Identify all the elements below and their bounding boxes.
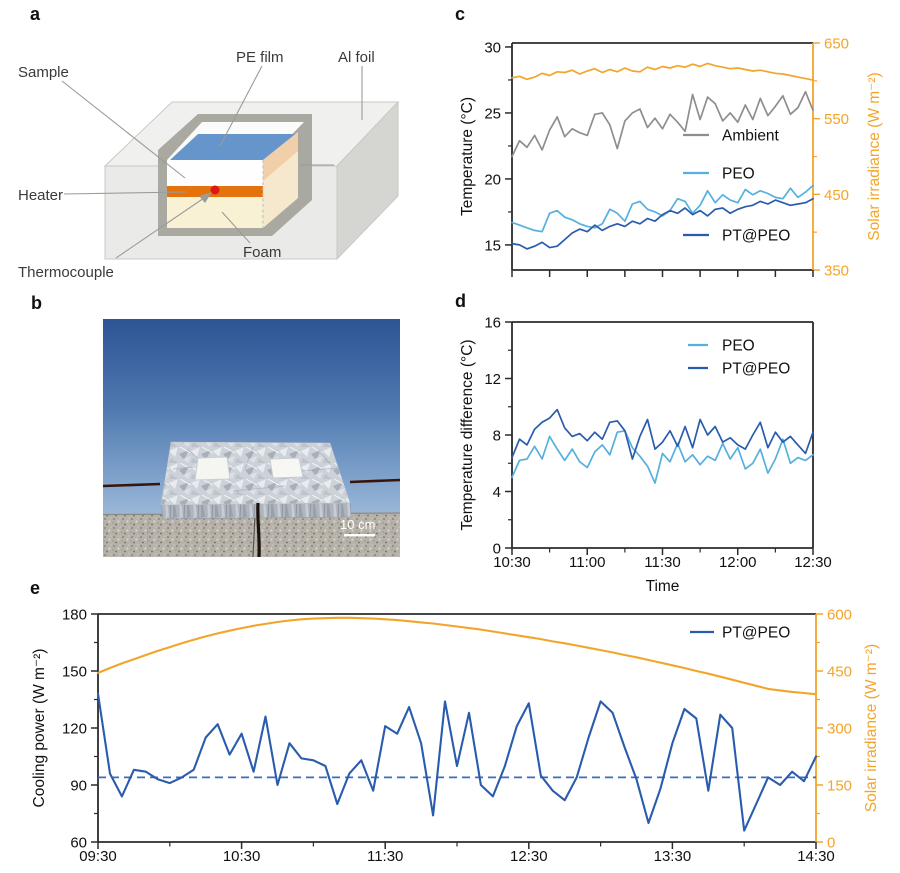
svg-text:14:30: 14:30 — [797, 848, 835, 865]
svg-text:11:30: 11:30 — [644, 554, 680, 571]
scale-bar-label: 10 cm — [340, 517, 375, 532]
label-heater: Heater — [18, 187, 63, 204]
svg-text:Time: Time — [646, 578, 680, 595]
label-sample: Sample — [18, 64, 69, 81]
sample-window-left — [194, 456, 231, 481]
panel-d-letter: d — [455, 291, 466, 311]
svg-text:8: 8 — [493, 428, 501, 445]
temperature-irradiance-chart: 15 20 25 30 350 450 550 650 Temperature (°C) Sola… — [459, 36, 883, 280]
svg-text:25: 25 — [484, 105, 501, 122]
pe-film-layer — [170, 134, 296, 160]
svg-text:Ambient: Ambient — [722, 128, 780, 145]
svg-text:0: 0 — [827, 835, 835, 852]
svg-text:PT@PEO: PT@PEO — [722, 228, 790, 245]
cooling-power-chart: 60 90 120 150 180 0 150 300 450 600 09:30 10:30 11:3… — [31, 607, 880, 866]
leader-lines — [61, 65, 363, 259]
cable — [256, 502, 261, 557]
svg-text:90: 90 — [70, 778, 87, 795]
svg-text:4: 4 — [493, 484, 501, 501]
sample-layer — [167, 160, 263, 186]
svg-text:150: 150 — [62, 664, 87, 681]
panel-b-letter: b — [31, 293, 42, 313]
temperature-difference-chart: 0 4 8 12 16 10:30 11:00 11:30 12:00 12:30 Temperat… — [459, 315, 832, 596]
label-al-foil: Al foil — [338, 49, 375, 66]
svg-text:PT@PEO: PT@PEO — [722, 625, 790, 642]
svg-text:12:30: 12:30 — [510, 848, 548, 865]
svg-text:PEO: PEO — [722, 338, 755, 355]
svg-text:300: 300 — [827, 721, 852, 738]
panel-a-letter: a — [30, 4, 41, 24]
svg-text:180: 180 — [62, 607, 87, 624]
svg-text:60: 60 — [70, 835, 87, 852]
experimental-setup-diagram: Sample PE film Al foil Heater Foam Therm… — [18, 49, 400, 281]
svg-text:350: 350 — [824, 263, 849, 280]
svg-text:150: 150 — [827, 778, 852, 795]
svg-text:PT@PEO: PT@PEO — [722, 361, 790, 378]
svg-text:Temperature (°C): Temperature (°C) — [459, 97, 476, 216]
svg-text:550: 550 — [824, 111, 849, 128]
svg-text:450: 450 — [827, 664, 852, 681]
svg-text:600: 600 — [827, 607, 852, 624]
svg-text:Solar irradiance (W m⁻²): Solar irradiance (W m⁻²) — [866, 72, 883, 240]
svg-text:15: 15 — [484, 237, 501, 254]
sample-side-band — [263, 132, 298, 181]
svg-text:16: 16 — [484, 315, 501, 332]
svg-text:20: 20 — [484, 171, 501, 188]
svg-text:PEO: PEO — [722, 166, 755, 183]
svg-text:Temperature difference (°C): Temperature difference (°C) — [459, 339, 476, 530]
wall-crack-2 — [146, 515, 149, 557]
foam-layer — [167, 197, 263, 228]
svg-text:30: 30 — [484, 39, 501, 56]
svg-text:13:30: 13:30 — [654, 848, 692, 865]
svg-text:10:30: 10:30 — [493, 554, 531, 571]
svg-text:12: 12 — [484, 371, 501, 388]
thermocouple-dot — [210, 185, 220, 195]
label-pe-film: PE film — [236, 49, 284, 66]
svg-text:11:30: 11:30 — [367, 848, 403, 865]
scale-bar — [344, 534, 375, 537]
panel-e-letter: e — [30, 578, 41, 598]
svg-text:11:00: 11:00 — [569, 554, 605, 571]
arrowhead — [199, 192, 212, 203]
label-thermocouple: Thermocouple — [18, 264, 114, 281]
svg-text:12:00: 12:00 — [719, 554, 757, 571]
svg-text:650: 650 — [824, 36, 849, 53]
wall-crack — [252, 513, 256, 557]
sample-window-right — [269, 457, 304, 479]
svg-text:450: 450 — [824, 187, 849, 204]
svg-text:0: 0 — [493, 541, 501, 558]
svg-text:12:30: 12:30 — [794, 554, 832, 571]
foil-box-side — [160, 502, 352, 520]
svg-text:09:30: 09:30 — [79, 848, 117, 865]
svg-text:Cooling power (W m⁻²): Cooling power (W m⁻²) — [31, 649, 48, 808]
svg-text:Solar irradiance (W m⁻²): Solar irradiance (W m⁻²) — [863, 644, 880, 812]
slab-right-face — [336, 100, 399, 261]
outdoor-test-photo: 10 cm — [103, 319, 400, 557]
svg-text:120: 120 — [62, 721, 87, 738]
svg-text:10:30: 10:30 — [223, 848, 261, 865]
support-rod-right — [349, 478, 400, 484]
support-rod-left — [103, 482, 161, 488]
panel-c-letter: c — [455, 4, 466, 24]
label-foam: Foam — [243, 244, 281, 261]
